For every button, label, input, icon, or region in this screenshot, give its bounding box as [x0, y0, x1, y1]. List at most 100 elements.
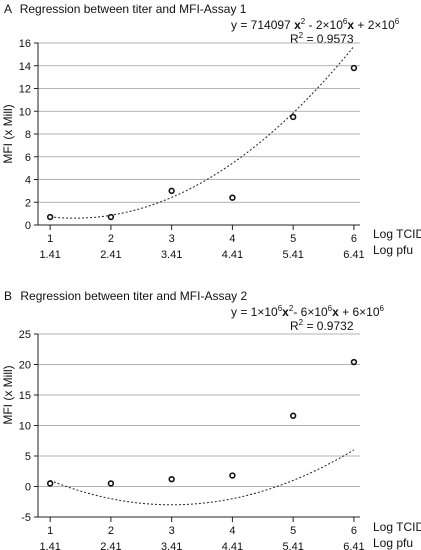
panel-a-y-axis-label: MFI (x Mill) [1, 104, 15, 163]
panel-b-eq-x: x [332, 305, 339, 319]
panel-a-x-tick-label: 5 [290, 233, 296, 245]
panel-a-y-tick-label: 16 [19, 38, 31, 50]
panel-a-x-label-primary: Log TCID50 [373, 227, 421, 243]
panel-b-eq-part: y = 1×10 [231, 305, 278, 319]
panel-b-x-tick-label: 2 [108, 525, 114, 537]
panel-a-y-tick-label: 0 [25, 220, 31, 232]
panel-a: A Regression between titer and MFI-Assay… [1, 2, 421, 261]
panel-a-data-point [350, 64, 358, 72]
panel-a-y-tick-label: 12 [19, 84, 31, 96]
panel-b-y-axis-label: MFI (x Mill) [1, 365, 15, 424]
panel-b-x-tick-label-pfu: 2.41 [100, 541, 121, 550]
panel-a-eq-part: - 2×10 [305, 18, 343, 32]
panel-b-y-tick-label: 15 [19, 390, 31, 402]
panel-b-x-tick-label-pfu: 4.41 [222, 541, 243, 550]
panel-b-x-tick-label: 1 [47, 525, 53, 537]
panel-b-x-label-text: Log TCID [373, 520, 421, 534]
panel-b-x-tick-label: 4 [229, 525, 235, 537]
panel-a-x-tick-label: 3 [169, 233, 175, 245]
panel-a-x-tick-label: 6 [351, 233, 357, 245]
panel-b-y-tick-label: -5 [21, 512, 31, 524]
panel-a-x-tick-label: 4 [229, 233, 235, 245]
panel-a-data-point [289, 113, 297, 121]
panel-b-eq-part: + 6×10 [339, 305, 380, 319]
panel-a-y-tick-label: 4 [25, 175, 31, 187]
panel-b-eq-sup: 6 [380, 304, 385, 313]
panel-a-x-label-secondary: Log pfu [373, 243, 413, 257]
panel-b-trendline [49, 449, 355, 506]
panel-b-x-tick-label-pfu: 6.41 [343, 541, 364, 550]
panel-a-equation: y = 714097 x2 - 2×106x + 2×106 [231, 17, 400, 32]
panel-b-title: B Regression between titer and MFI-Assay… [4, 289, 247, 303]
panel-a-y-tick-label: 6 [25, 152, 31, 164]
panel-a-x-tick-label-pfu: 1.41 [39, 249, 60, 261]
panel-b-y-tick-label: 25 [19, 329, 31, 341]
panel-a-data-point [107, 213, 115, 221]
panel-a-eq-part: + 2×10 [354, 18, 395, 32]
panel-b-title-text: Regression between titer and MFI-Assay 2 [20, 289, 247, 303]
panel-b-equation: y = 1×106x2- 6×106x + 6×106 [231, 304, 385, 319]
panel-b-data-point [168, 475, 175, 483]
panel-a-r2-label: R [290, 32, 299, 46]
panel-a-r2-value: = 0.9573 [303, 32, 354, 46]
panel-b-x-tick-label: 3 [169, 525, 175, 537]
panel-a-trendline [50, 46, 355, 219]
panel-a-data-point [46, 213, 54, 221]
panel-a-letter: A [4, 2, 12, 16]
panel-b-x-label-secondary: Log pfu [373, 536, 413, 550]
panel-b: B Regression between titer and MFI-Assay… [1, 289, 421, 550]
panel-a-x-tick-label-pfu: 4.41 [222, 249, 243, 261]
panel-b-x-label-primary: Log TCID50 [373, 520, 421, 536]
panel-b-y-tick-label: 20 [19, 360, 31, 372]
panel-b-y-tick-label: 10 [19, 421, 31, 433]
panel-b-r2-label: R [290, 319, 299, 333]
panel-a-y-tick-label: 8 [25, 129, 31, 141]
panel-b-eq-sup: 2 [289, 304, 294, 313]
panel-a-y-tick-label: 2 [25, 197, 31, 209]
panel-a-data-point [168, 187, 175, 195]
panel-a-x-label-text: Log TCID [373, 227, 421, 241]
panel-b-eq-sup: 6 [328, 304, 333, 313]
panel-a-title: A Regression between titer and MFI-Assay… [4, 2, 247, 16]
panel-a-plot-area: 0 2 4 6 8 10 12 14 16 1 1.41 2 2.41 3 3.41 4 4.41 5 5.41 6 6… [19, 38, 365, 261]
panel-b-data-point [46, 480, 54, 487]
panel-a-data-point [229, 194, 236, 201]
panel-b-data-point [350, 358, 358, 366]
panel-b-x-tick-label-pfu: 1.41 [39, 541, 60, 550]
panel-a-r2-sup: 2 [299, 31, 304, 40]
panel-b-letter: B [4, 289, 12, 303]
panel-b-x-tick-label: 6 [351, 525, 357, 537]
panel-a-eq-sup: 2 [301, 17, 306, 26]
panel-a-x-tick-label: 1 [47, 233, 53, 245]
panel-b-data-point [289, 412, 297, 419]
panel-a-x-tick-label-pfu: 6.41 [343, 249, 364, 261]
panel-b-plot-area: -5 0 5 10 15 20 25 1 1.41 2 2.41 3 3.41 4 4.41 5 5.41 6 6.… [19, 329, 365, 550]
panel-a-eq-x: x [294, 18, 301, 32]
panel-b-eq-part: - 6×10 [293, 305, 328, 319]
panel-a-x-tick-label: 2 [108, 233, 114, 245]
panel-b-x-tick-label: 5 [290, 525, 296, 537]
panel-b-r2-sup: 2 [299, 318, 304, 327]
panel-a-x-tick-label-pfu: 3.41 [161, 249, 182, 261]
panel-a-x-tick-label-pfu: 2.41 [100, 249, 121, 261]
panel-a-r2: R2 = 0.9573 [290, 31, 354, 46]
panel-b-eq-x: x [282, 305, 289, 319]
panel-b-x-tick-label-pfu: 3.41 [161, 541, 182, 550]
panel-b-y-tick-label: 0 [25, 482, 31, 494]
panel-a-eq-x: x [347, 18, 354, 32]
panel-a-eq-part: y = 714097 [231, 18, 294, 32]
panel-a-eq-sup: 6 [395, 17, 400, 26]
panel-b-r2: R2 = 0.9732 [290, 318, 354, 333]
panel-b-data-point [229, 472, 236, 479]
panel-b-y-tick-label: 5 [25, 451, 31, 463]
panel-a-y-tick-label: 14 [19, 61, 31, 73]
panel-b-eq-sup: 6 [278, 304, 283, 313]
panel-b-r2-value: = 0.9732 [303, 319, 354, 333]
panel-a-title-text: Regression between titer and MFI-Assay 1 [20, 2, 247, 16]
panel-b-x-tick-label-pfu: 5.41 [282, 541, 303, 550]
panel-a-y-tick-label: 10 [19, 106, 31, 118]
panel-a-x-tick-label-pfu: 5.41 [282, 249, 303, 261]
panel-a-eq-sup: 6 [343, 17, 348, 26]
panel-b-data-point [107, 480, 115, 487]
